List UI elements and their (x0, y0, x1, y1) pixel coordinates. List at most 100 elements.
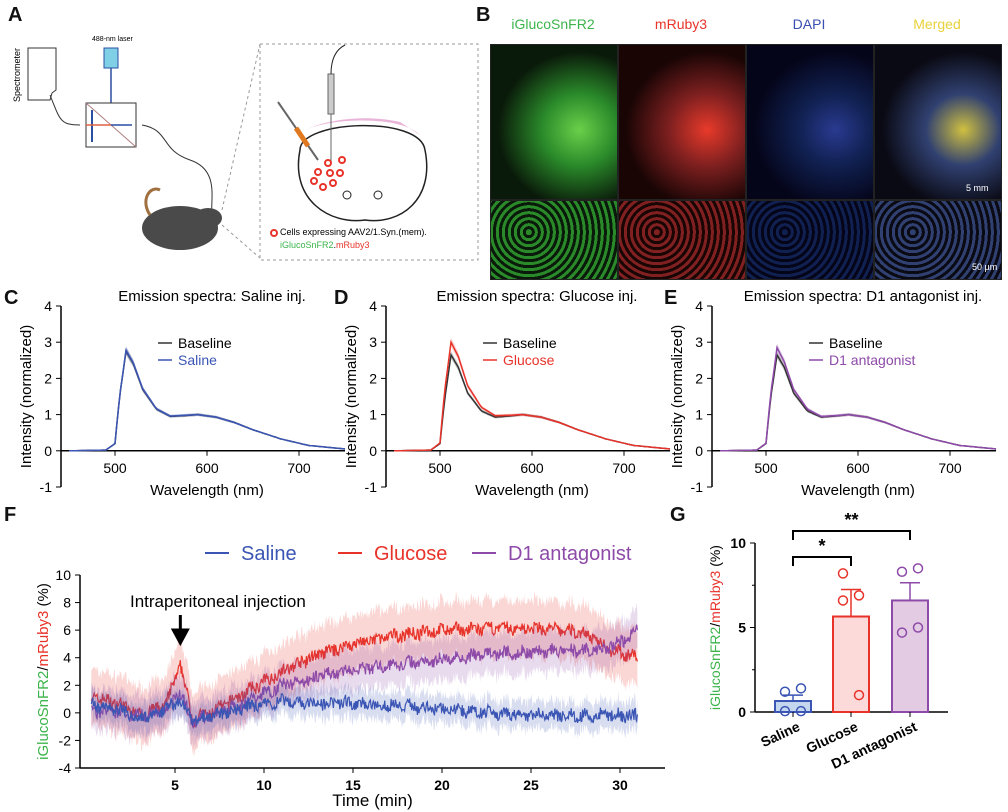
y-tick-label: 4 (63, 650, 71, 666)
y-tick-label: -4 (59, 760, 72, 776)
y-label-part: / (707, 623, 723, 627)
y-tick-label: 5 (738, 620, 746, 636)
x-tick-label: 700 (612, 460, 636, 476)
y-label-part: iGlucoSnFR2 (707, 627, 723, 710)
y-tick-label: 4 (695, 298, 703, 314)
x-tick-label: 500 (754, 460, 778, 476)
zoom-image-3 (874, 200, 1002, 280)
setup-schematic (27, 43, 479, 261)
bar-glucose (832, 615, 870, 714)
y-tick-label: -1 (40, 479, 53, 495)
y-tick-label: 2 (369, 370, 377, 386)
data-point-saline (779, 705, 791, 717)
brain-image-1 (618, 44, 746, 200)
y-axis-label: Intensity (normalized) (18, 325, 35, 468)
laser-label: 488-nm laser (92, 36, 133, 43)
zoom-image-0 (490, 200, 618, 280)
panel-label-d: D (334, 287, 349, 309)
y-label-part: / (35, 666, 52, 671)
x-axis-label: Wavelength (nm) (801, 482, 915, 499)
legend-red: mRuby3 (336, 240, 370, 250)
y-label-part: mRuby3 (707, 570, 723, 622)
y-label-part: mRuby3 (35, 611, 52, 667)
x-tick-label: 30 (612, 777, 628, 793)
zoom-inset-box (259, 43, 479, 261)
x-axis-label: Time (min) (332, 791, 413, 810)
data-point-saline (795, 683, 807, 694)
x-tick-label: 10 (256, 777, 272, 793)
zoom-image-2 (746, 200, 874, 280)
significance-bracket (792, 556, 852, 566)
bar-d1-antagonist (891, 599, 929, 714)
legend-label: Saline (178, 352, 217, 368)
x-axis-label: Wavelength (nm) (475, 482, 589, 499)
y-tick-label: 3 (44, 334, 52, 350)
y-tick-label: 1 (695, 407, 703, 423)
spectrometer-box (27, 47, 57, 101)
scale-bar-top: 5 mm (966, 183, 989, 193)
y-tick-label: 8 (63, 595, 71, 611)
y-tick-label: 4 (369, 298, 377, 314)
y-tick-label: -1 (691, 479, 704, 495)
arrow-down-icon (170, 615, 190, 647)
trace-glucose (90, 621, 638, 729)
y-tick-label: 6 (63, 622, 71, 638)
legend-label: Baseline (503, 335, 557, 351)
y-tick-label: 0 (369, 443, 377, 459)
sem-band-saline (91, 680, 638, 740)
y-tick-label: 4 (44, 298, 52, 314)
x-tick-label: 700 (287, 460, 311, 476)
x-tick-label: 600 (846, 460, 870, 476)
chart-title: Emission spectra: Glucose inj. (437, 288, 638, 305)
brain-image-2 (746, 44, 874, 200)
spectrum-line-d1-antagonist (720, 345, 997, 452)
spectrum-line-glucose (394, 339, 671, 452)
column-label-iglucosnfr2: iGlucoSnFR2 (511, 16, 595, 32)
y-axis-label: iGlucoSnFR2/mRuby3 (%) (35, 583, 52, 760)
chart-title: Emission spectra: D1 antagonist inj. (744, 288, 982, 305)
column-label-merged: Merged (913, 16, 961, 32)
data-point-glucose (853, 590, 865, 601)
y-tick-label: 0 (695, 443, 703, 459)
y-tick-label: 0 (63, 705, 71, 721)
y-label-part: (%) (707, 545, 723, 571)
significance-label: ** (844, 510, 858, 530)
data-point-d1-antagonist (896, 627, 908, 638)
legend-label: D1 antagonist (829, 352, 916, 368)
spectrum-line-baseline (720, 352, 997, 452)
column-label-dapi: DAPI (792, 16, 826, 32)
y-tick-label: 1 (369, 407, 377, 423)
spectrum-line-baseline (394, 352, 671, 452)
x-tick-label: 500 (103, 460, 127, 476)
panel-label-a: A (8, 4, 23, 26)
legend-label: Baseline (829, 335, 883, 351)
y-label-part: (%) (35, 583, 52, 611)
panel-label-e: E (664, 287, 678, 309)
legend-label: D1 antagonist (508, 543, 632, 565)
x-tick-label: 700 (938, 460, 962, 476)
x-tick-label: 600 (195, 460, 219, 476)
y-tick-label: 2 (695, 370, 703, 386)
y-axis-label: Intensity (normalized) (343, 325, 360, 468)
trace-d1-antagonist (91, 624, 638, 729)
data-point-d1-antagonist (912, 563, 924, 574)
y-tick-label: 2 (63, 677, 71, 693)
data-point-glucose (837, 568, 849, 579)
x-axis-label: Wavelength (nm) (150, 482, 264, 499)
cell-legend-icon (270, 229, 278, 237)
x-tick-label: 20 (434, 777, 450, 793)
legend-text: Cells expressing AAV2/1.Syn.(mem). (280, 227, 427, 237)
y-tick-label: 2 (44, 370, 52, 386)
x-tick-label: 15 (345, 777, 361, 793)
chart-title: Emission spectra: Saline inj. (118, 288, 306, 305)
y-tick-label: 10 (730, 535, 746, 551)
column-label-mruby3: mRuby3 (654, 16, 708, 32)
panel-label-b: B (476, 4, 491, 26)
y-tick-label: 3 (369, 334, 377, 350)
legend-label: Glucose (374, 543, 447, 565)
scale-bar-bottom: 50 µm (972, 262, 998, 272)
y-tick-label: 0 (738, 704, 746, 720)
panel-label-f: F (4, 504, 17, 526)
